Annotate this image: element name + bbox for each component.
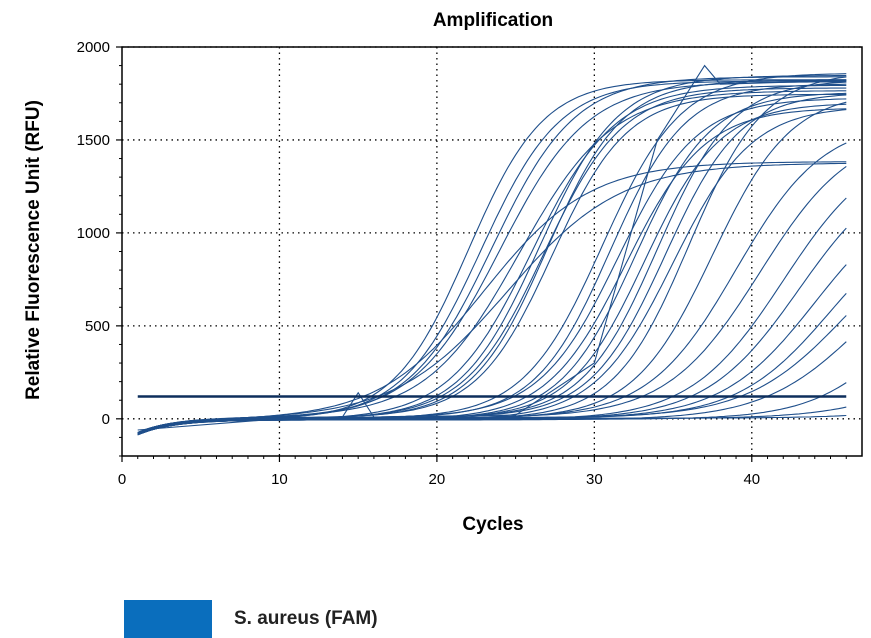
amplification-curve — [137, 79, 847, 436]
amplification-curve — [137, 108, 847, 436]
x-tick-label: 10 — [271, 471, 288, 488]
amplification-chart: Amplification 0 10 20 30 400500100015002000 … — [23, 10, 863, 535]
chart-title: Amplification — [433, 10, 553, 31]
x-tick-label: 0 — [118, 471, 126, 488]
y-tick-label: 1000 — [77, 225, 110, 242]
amplification-curve — [137, 142, 847, 434]
legend: S. aureus (FAM) — [124, 600, 378, 638]
amplification-curve — [137, 101, 847, 435]
amplification-curve-spike — [137, 64, 847, 431]
amplification-curve — [137, 227, 847, 435]
legend-label-s-aureus: S. aureus (FAM) — [234, 608, 378, 629]
amplification-curve — [137, 161, 847, 436]
y-axis-label: Relative Fluorescence Unit (RFU) — [23, 100, 44, 400]
series-lines — [137, 64, 847, 436]
amplification-curve — [137, 414, 847, 434]
x-tick-label: 20 — [429, 471, 446, 488]
y-tick-label: 500 — [85, 318, 110, 335]
x-tick-label: 30 — [586, 471, 603, 488]
amplification-curve — [137, 80, 847, 435]
legend-swatch-s-aureus — [124, 600, 212, 638]
y-tick-label: 0 — [102, 411, 110, 428]
amplification-curve — [137, 84, 847, 436]
amplification-curve — [137, 162, 847, 435]
amplification-curve — [137, 382, 847, 435]
x-axis-label: Cycles — [462, 514, 523, 535]
y-tick-label: 1500 — [77, 132, 110, 149]
amplification-curve — [137, 315, 847, 434]
amplification-curve — [137, 109, 847, 436]
y-tick-label: 2000 — [77, 39, 110, 56]
x-tick-label: 40 — [743, 471, 760, 488]
axis-ticks: 0 10 20 30 40 0 500 1000 1500 2000 — [77, 39, 847, 488]
